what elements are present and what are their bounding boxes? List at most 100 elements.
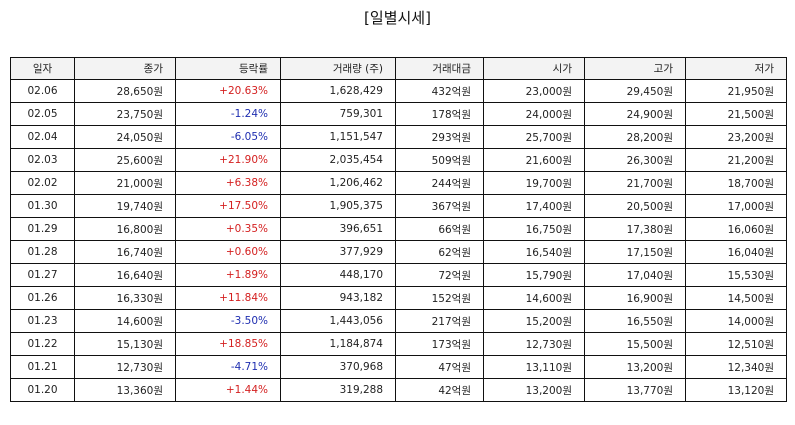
cell-change: +20.63% [175, 79, 281, 103]
cell-low: 14,500원 [685, 286, 787, 310]
cell-change: +1.44% [175, 378, 281, 402]
cell-date: 01.28 [10, 240, 75, 264]
cell-open: 12,730원 [483, 332, 585, 356]
cell-low: 12,510원 [685, 332, 787, 356]
cell-low: 16,040원 [685, 240, 787, 264]
cell-amount: 178억원 [395, 102, 484, 126]
table-row: 01.22 15,130원 +18.85% 1,184,874 173억원 12,730원… [10, 332, 787, 356]
cell-change: +6.38% [175, 171, 281, 195]
cell-change: -3.50% [175, 309, 281, 333]
cell-change: +11.84% [175, 286, 281, 310]
cell-amount: 509억원 [395, 148, 484, 172]
cell-date: 01.20 [10, 378, 75, 402]
table-row: 01.20 13,360원 +1.44% 319,288 42억원 13,200원 13,7… [10, 378, 787, 402]
cell-high: 21,700원 [584, 171, 686, 195]
cell-date: 02.04 [10, 125, 75, 149]
cell-volume: 377,929 [280, 240, 396, 264]
cell-close: 16,640원 [74, 263, 176, 287]
cell-volume: 319,288 [280, 378, 396, 402]
cell-high: 16,550원 [584, 309, 686, 333]
table-body: 02.06 28,650원 +20.63% 1,628,429 432억원 23,000원… [10, 79, 787, 402]
column-header-change: 등락률 [175, 57, 281, 80]
cell-date: 01.26 [10, 286, 75, 310]
cell-date: 01.27 [10, 263, 75, 287]
cell-low: 16,060원 [685, 217, 787, 241]
column-header-date: 일자 [10, 57, 75, 80]
column-header-high: 고가 [584, 57, 686, 80]
cell-low: 21,500원 [685, 102, 787, 126]
table-row: 02.02 21,000원 +6.38% 1,206,462 244억원 19,700원 2… [10, 171, 787, 195]
cell-change: +0.60% [175, 240, 281, 264]
cell-volume: 1,206,462 [280, 171, 396, 195]
cell-high: 15,500원 [584, 332, 686, 356]
cell-high: 24,900원 [584, 102, 686, 126]
cell-amount: 66억원 [395, 217, 484, 241]
cell-amount: 152억원 [395, 286, 484, 310]
table-row: 01.23 14,600원 -3.50% 1,443,056 217억원 15,200원 1… [10, 309, 787, 333]
cell-volume: 448,170 [280, 263, 396, 287]
cell-amount: 293억원 [395, 125, 484, 149]
cell-low: 13,120원 [685, 378, 787, 402]
cell-high: 13,200원 [584, 355, 686, 379]
table-row: 02.03 25,600원 +21.90% 2,035,454 509억원 21,600원… [10, 148, 787, 172]
cell-change: +18.85% [175, 332, 281, 356]
table-row: 01.21 12,730원 -4.71% 370,968 47억원 13,110원 13,2… [10, 355, 787, 379]
cell-close: 13,360원 [74, 378, 176, 402]
cell-close: 16,800원 [74, 217, 176, 241]
cell-close: 21,000원 [74, 171, 176, 195]
cell-amount: 367억원 [395, 194, 484, 218]
cell-date: 01.29 [10, 217, 75, 241]
column-header-open: 시가 [483, 57, 585, 80]
cell-close: 14,600원 [74, 309, 176, 333]
cell-date: 01.21 [10, 355, 75, 379]
cell-change: +17.50% [175, 194, 281, 218]
cell-low: 21,200원 [685, 148, 787, 172]
cell-close: 24,050원 [74, 125, 176, 149]
cell-high: 17,040원 [584, 263, 686, 287]
table-row: 01.27 16,640원 +1.89% 448,170 72억원 15,790원 17,0… [10, 263, 787, 287]
table-row: 01.26 16,330원 +11.84% 943,182 152억원 14,600원 16… [10, 286, 787, 310]
cell-high: 17,150원 [584, 240, 686, 264]
cell-open: 25,700원 [483, 125, 585, 149]
table-row: 02.04 24,050원 -6.05% 1,151,547 293억원 25,700원 2… [10, 125, 787, 149]
cell-open: 17,400원 [483, 194, 585, 218]
cell-amount: 432억원 [395, 79, 484, 103]
cell-high: 26,300원 [584, 148, 686, 172]
table-row: 02.06 28,650원 +20.63% 1,628,429 432억원 23,000원… [10, 79, 787, 103]
cell-close: 12,730원 [74, 355, 176, 379]
cell-volume: 1,905,375 [280, 194, 396, 218]
cell-high: 17,380원 [584, 217, 686, 241]
cell-high: 20,500원 [584, 194, 686, 218]
cell-close: 25,600원 [74, 148, 176, 172]
cell-date: 02.05 [10, 102, 75, 126]
cell-high: 16,900원 [584, 286, 686, 310]
cell-amount: 47억원 [395, 355, 484, 379]
column-header-volume: 거래량 (주) [280, 57, 396, 80]
cell-change: -1.24% [175, 102, 281, 126]
cell-volume: 1,151,547 [280, 125, 396, 149]
table-header-row: 일자 종가 등락률 거래량 (주) 거래대금 시가 고가 저가 [10, 57, 787, 80]
cell-volume: 1,443,056 [280, 309, 396, 333]
cell-low: 14,000원 [685, 309, 787, 333]
cell-volume: 370,968 [280, 355, 396, 379]
cell-close: 16,330원 [74, 286, 176, 310]
cell-low: 17,000원 [685, 194, 787, 218]
cell-high: 29,450원 [584, 79, 686, 103]
daily-price-table: 일자 종가 등락률 거래량 (주) 거래대금 시가 고가 저가 02.06 28,… [10, 57, 787, 402]
cell-date: 01.30 [10, 194, 75, 218]
cell-open: 16,540원 [483, 240, 585, 264]
column-header-amount: 거래대금 [395, 57, 484, 80]
page-title: [일별시세] [364, 9, 431, 27]
cell-low: 12,340원 [685, 355, 787, 379]
cell-low: 23,200원 [685, 125, 787, 149]
cell-open: 19,700원 [483, 171, 585, 195]
cell-amount: 244억원 [395, 171, 484, 195]
cell-date: 01.23 [10, 309, 75, 333]
cell-amount: 173억원 [395, 332, 484, 356]
cell-change: +1.89% [175, 263, 281, 287]
cell-date: 02.06 [10, 79, 75, 103]
table-row: 02.05 23,750원 -1.24% 759,301 178억원 24,000원 24,… [10, 102, 787, 126]
cell-amount: 62억원 [395, 240, 484, 264]
cell-open: 23,000원 [483, 79, 585, 103]
cell-volume: 1,184,874 [280, 332, 396, 356]
